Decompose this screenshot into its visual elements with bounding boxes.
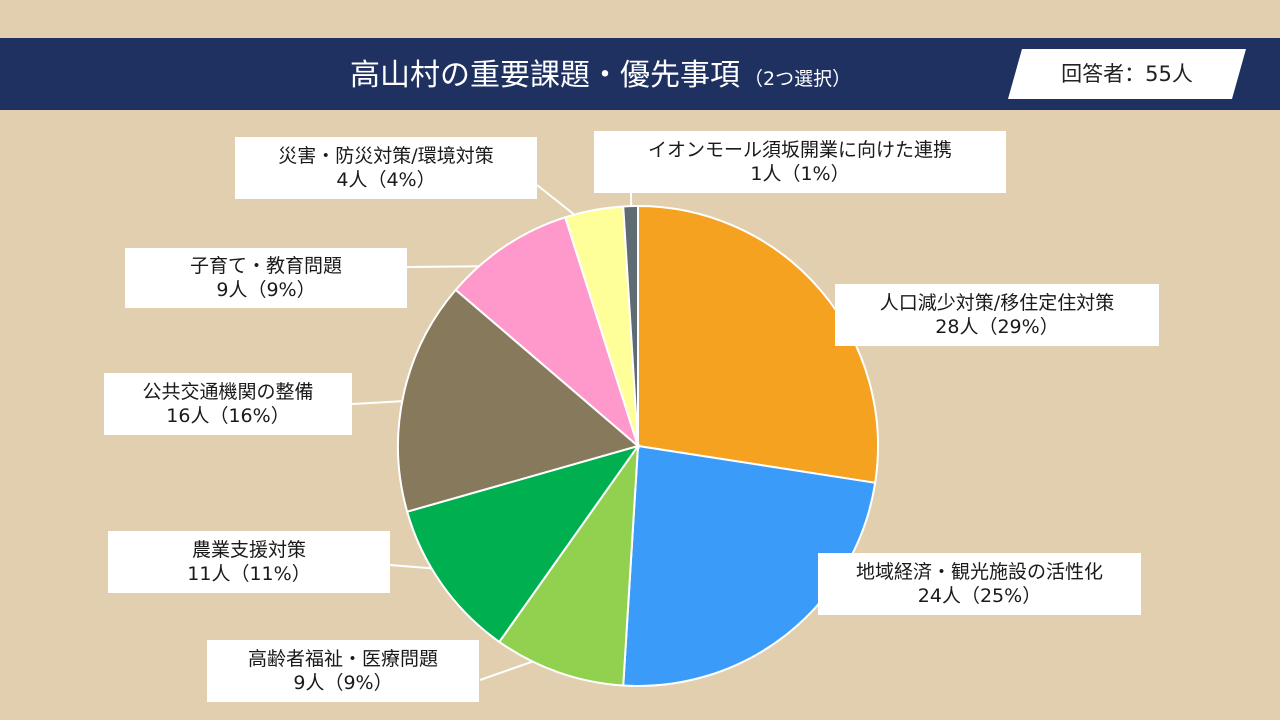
- pie-slice-population: [637, 204, 879, 484]
- slice-label-name: 人口減少対策/移住定住対策: [879, 292, 1115, 314]
- slice-label-name: 地域経済・観光施設の活性化: [855, 561, 1103, 583]
- respondent-count-badge: 回答者：55人: [1008, 49, 1246, 99]
- slice-label-name: 子育て・教育問題: [189, 255, 342, 277]
- slice-label-value: 28人（29%）: [935, 316, 1059, 338]
- chart-title: 高山村の重要課題・優先事項 （2つ選択）: [350, 56, 851, 96]
- slice-label-name: イオンモール須坂開業に向けた連携: [647, 139, 952, 161]
- slice-label-population: 人口減少対策/移住定住対策 28人（29%）: [835, 284, 1159, 346]
- slice-label-name: 高齢者福祉・医療問題: [247, 648, 438, 670]
- slice-label-childcare-education: 子育て・教育問題 9人（9%）: [125, 248, 407, 308]
- slice-label-value: 1人（1%）: [750, 163, 850, 185]
- pie-slice-childcare-education: [454, 216, 641, 450]
- pie-slice-agriculture: [405, 444, 641, 644]
- slice-label-value: 4人（4%）: [336, 169, 436, 191]
- slice-label-value: 16人（16%）: [166, 405, 290, 427]
- pie-slices: [397, 204, 879, 687]
- slice-label-name: 災害・防災対策/環境対策: [278, 145, 494, 167]
- pie-slice-aeon-mall: [622, 204, 639, 447]
- chart-title-main: 高山村の重要課題・優先事項: [350, 58, 740, 93]
- slice-label-aeon-mall: イオンモール須坂開業に向けた連携 1人（1%）: [594, 131, 1006, 193]
- slice-label-public-transport: 公共交通機関の整備 16人（16%）: [104, 373, 352, 435]
- slice-label-name: 公共交通機関の整備: [142, 381, 314, 403]
- slice-label-value: 9人（9%）: [216, 279, 316, 301]
- pie-slice-economy-tourism: [622, 444, 877, 687]
- pie-slice-public-transport: [397, 288, 641, 513]
- slice-label-name: 農業支援対策: [191, 539, 306, 561]
- chart-title-note: （2つ選択）: [744, 68, 852, 90]
- pie-slice-elderly-medical: [497, 442, 640, 687]
- slice-label-economy-tourism: 地域経済・観光施設の活性化 24人（25%）: [818, 553, 1141, 615]
- slice-label-value: 11人（11%）: [187, 563, 311, 585]
- slice-label-value: 9人（9%）: [293, 672, 393, 694]
- slice-label-elderly-medical: 高齢者福祉・医療問題 9人（9%）: [207, 640, 479, 702]
- slice-label-agriculture: 農業支援対策 11人（11%）: [108, 531, 390, 593]
- slice-label-disaster-environment: 災害・防災対策/環境対策 4人（4%）: [235, 137, 537, 199]
- slice-label-value: 24人（25%）: [917, 585, 1042, 607]
